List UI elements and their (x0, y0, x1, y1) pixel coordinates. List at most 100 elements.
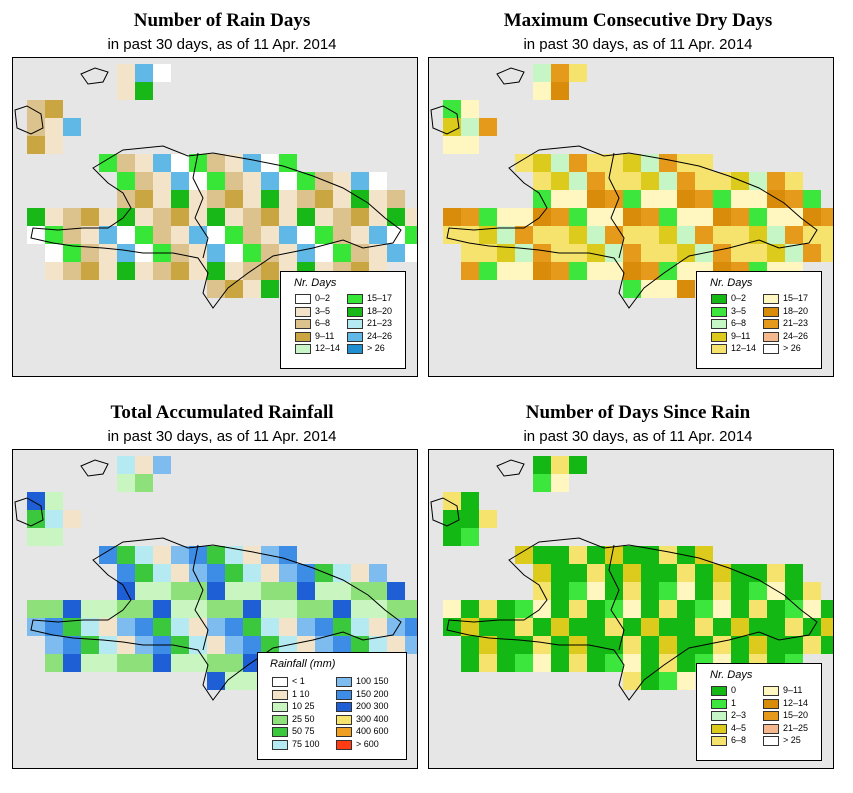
grid-cell (695, 582, 713, 600)
grid-cell (171, 636, 189, 654)
grid-cell (587, 564, 605, 582)
grid-cell (243, 672, 261, 690)
grid-cell (821, 226, 833, 244)
grid-cell (515, 600, 533, 618)
grid-cell (677, 618, 695, 636)
grid-cell (261, 618, 279, 636)
grid-cell (279, 226, 297, 244)
legend-swatch (763, 319, 779, 329)
legend-label: 75 100 (292, 738, 320, 749)
legend-label: 9–11 (783, 685, 803, 695)
legend-swatch (763, 698, 779, 709)
grid-cell (333, 582, 351, 600)
grid-cell (27, 618, 45, 636)
map-area: Nr. Days 0 1 2–3 4–5 6–8 9–11 12–14 15–20 21–25 >… (428, 449, 834, 769)
grid-cell (243, 172, 261, 190)
grid-cell (261, 564, 279, 582)
grid-cell (677, 582, 695, 600)
grid-cell (713, 618, 731, 636)
grid-cell (387, 582, 405, 600)
grid-cell (135, 208, 153, 226)
grid-cell (333, 618, 351, 636)
grid-cell (171, 564, 189, 582)
grid-cell (315, 600, 333, 618)
legend-label: 2–3 (731, 710, 747, 720)
grid-cell (333, 226, 351, 244)
grid-cell (695, 172, 713, 190)
grid-cell (515, 654, 533, 672)
grid-cell (515, 226, 533, 244)
grid-cell (443, 618, 461, 636)
grid-cell (135, 456, 153, 474)
grid-cell (677, 244, 695, 262)
grid-cell (659, 262, 677, 280)
grid-cell (443, 492, 461, 510)
grid-cell (677, 654, 695, 672)
legend-swatch (711, 344, 727, 354)
grid-cell (569, 456, 587, 474)
grid-cell (677, 190, 695, 208)
grid-cell (695, 226, 713, 244)
grid-cell (27, 600, 45, 618)
legend-label: 24–26 (783, 330, 809, 341)
grid-cell (225, 600, 243, 618)
grid-cell (297, 172, 315, 190)
legend-swatch (272, 677, 288, 687)
grid-cell (461, 492, 479, 510)
legend-swatch (711, 294, 727, 304)
grid-cell (261, 636, 279, 654)
grid-cell (515, 618, 533, 636)
grid-cell (605, 600, 623, 618)
grid-cell (207, 546, 225, 564)
grid-cell (713, 190, 731, 208)
legend-swatch (272, 739, 288, 750)
legend-swatch (336, 702, 352, 712)
island-outline (80, 67, 109, 85)
grid-cell (821, 208, 833, 226)
legend-label: 21–23 (367, 318, 393, 328)
map-grid (430, 64, 833, 309)
grid-cell (623, 564, 641, 582)
grid-cell (27, 226, 45, 244)
grid-cell (63, 636, 81, 654)
legend-label: 15–20 (783, 710, 809, 720)
grid-cell (387, 244, 405, 262)
grid-cell (315, 244, 333, 262)
grid-cell (677, 262, 695, 280)
grid-cell (497, 208, 515, 226)
grid-cell (803, 600, 821, 618)
grid-cell (533, 474, 551, 492)
grid-cell (369, 172, 387, 190)
grid-cell (551, 172, 569, 190)
grid-cell (695, 600, 713, 618)
grid-cell (461, 226, 479, 244)
grid-cell (153, 190, 171, 208)
grid-cell (659, 280, 677, 298)
grid-cell (153, 600, 171, 618)
legend-label: > 25 (783, 735, 801, 745)
grid-cell (515, 244, 533, 262)
grid-cell (587, 262, 605, 280)
grid-cell (99, 244, 117, 262)
grid-cell (225, 672, 243, 690)
grid-cell (207, 582, 225, 600)
grid-cell (515, 154, 533, 172)
grid-cell (45, 262, 63, 280)
legend-swatch (711, 723, 727, 734)
grid-cell (533, 154, 551, 172)
grid-cell (45, 118, 63, 136)
grid-cell (821, 600, 833, 618)
grid-cell (99, 154, 117, 172)
grid-cell (27, 528, 45, 546)
grid-cell (243, 654, 261, 672)
grid-cell (279, 208, 297, 226)
grid-cell (713, 172, 731, 190)
grid-cell (641, 172, 659, 190)
grid-cell (587, 208, 605, 226)
grid-cell (333, 636, 351, 654)
legend-label: > 600 (356, 738, 379, 749)
grid-cell (587, 546, 605, 564)
panel-subtitle: in past 30 days, as of 11 Apr. 2014 (107, 36, 337, 53)
grid-cell (803, 244, 821, 262)
grid-cell (279, 154, 297, 172)
